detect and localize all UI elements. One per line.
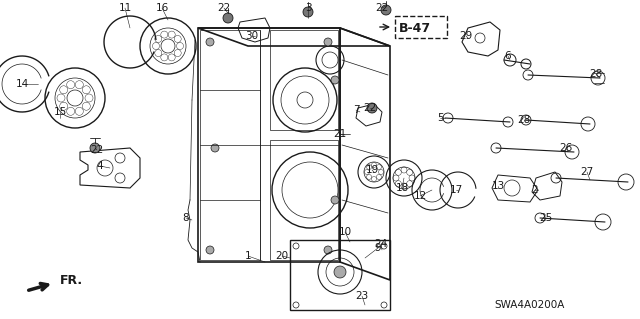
Circle shape — [90, 143, 100, 153]
Bar — [395, 16, 447, 38]
Text: 4: 4 — [97, 161, 103, 171]
Text: 14: 14 — [15, 79, 29, 89]
Text: 22: 22 — [90, 145, 104, 155]
Text: 13: 13 — [492, 181, 504, 191]
Text: 6: 6 — [505, 51, 511, 61]
Text: 30: 30 — [245, 31, 259, 41]
Text: 17: 17 — [449, 185, 463, 195]
Text: 20: 20 — [275, 251, 289, 261]
Circle shape — [331, 76, 339, 84]
Text: 3: 3 — [305, 3, 311, 13]
Circle shape — [381, 5, 391, 15]
Text: 21: 21 — [333, 129, 347, 139]
Text: 16: 16 — [156, 3, 168, 13]
Text: SWA4A0200A: SWA4A0200A — [495, 300, 565, 310]
Circle shape — [324, 38, 332, 46]
Text: B-47: B-47 — [399, 21, 431, 34]
Circle shape — [206, 246, 214, 254]
Text: 5: 5 — [436, 113, 444, 123]
Circle shape — [211, 144, 219, 152]
Bar — [270, 140, 338, 260]
Text: FR.: FR. — [60, 273, 83, 286]
Text: 2: 2 — [532, 185, 538, 195]
Circle shape — [367, 103, 377, 113]
Circle shape — [334, 266, 346, 278]
Text: 22: 22 — [218, 3, 230, 13]
Circle shape — [324, 246, 332, 254]
Text: 26: 26 — [559, 143, 573, 153]
Bar — [270, 30, 338, 130]
Bar — [200, 30, 260, 260]
Text: 9: 9 — [374, 243, 381, 253]
Circle shape — [331, 196, 339, 204]
Text: 19: 19 — [365, 165, 379, 175]
Text: 8: 8 — [182, 213, 189, 223]
Text: 12: 12 — [413, 191, 427, 201]
Text: 7: 7 — [353, 105, 359, 115]
Text: 29: 29 — [460, 31, 472, 41]
Text: 18: 18 — [396, 183, 408, 193]
Text: 23: 23 — [355, 291, 369, 301]
Text: 28: 28 — [517, 115, 531, 125]
Circle shape — [223, 13, 233, 23]
Text: 10: 10 — [339, 227, 351, 237]
Text: 28: 28 — [589, 69, 603, 79]
Text: 22: 22 — [364, 103, 376, 113]
Circle shape — [206, 38, 214, 46]
Text: 15: 15 — [53, 107, 67, 117]
Text: 27: 27 — [580, 167, 594, 177]
Circle shape — [303, 7, 313, 17]
Text: 11: 11 — [118, 3, 132, 13]
Text: 24: 24 — [374, 239, 388, 249]
Text: 25: 25 — [540, 213, 552, 223]
Text: 1: 1 — [244, 251, 252, 261]
Text: 22: 22 — [376, 3, 388, 13]
